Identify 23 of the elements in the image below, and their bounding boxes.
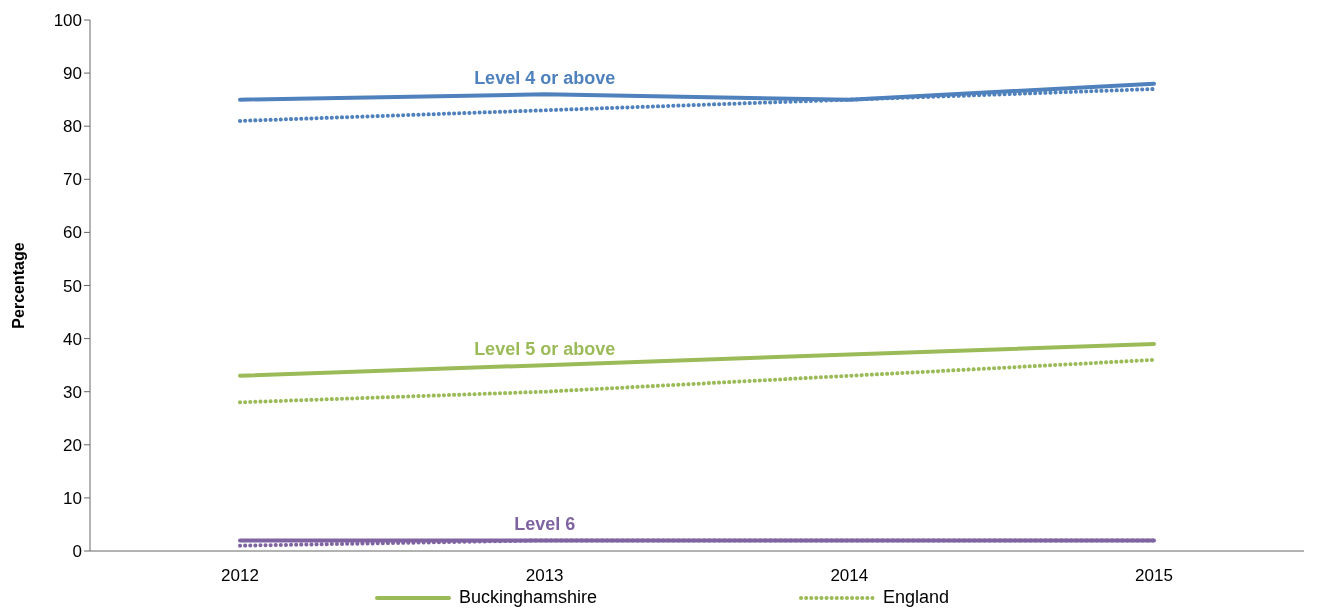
x-tick-label: 2015: [1135, 566, 1173, 586]
y-tick-label: 90: [63, 64, 82, 84]
y-tick-label: 10: [63, 488, 82, 508]
annotation: Level 6: [514, 514, 576, 535]
y-tick-label: 30: [63, 382, 82, 402]
y-tick-label: 60: [63, 223, 82, 243]
line-series: [238, 357, 1156, 405]
line-series: [238, 341, 1156, 378]
y-axis-title: Percentage: [9, 242, 27, 329]
y-tick-label: 100: [53, 11, 82, 31]
y-tick-label: 20: [63, 435, 82, 455]
x-tick-label: 2014: [830, 566, 869, 586]
y-tick-label: 80: [63, 117, 82, 137]
legend-label: Buckinghamshire: [458, 587, 597, 608]
legend-label: England: [883, 587, 950, 608]
y-tick-label: 70: [63, 170, 82, 190]
y-tick-label: 0: [72, 542, 82, 562]
x-tick-label: 2013: [525, 566, 564, 586]
y-tick-label: 50: [63, 276, 82, 296]
x-tick-label: 2012: [221, 566, 259, 586]
y-tick-label: 40: [63, 329, 82, 349]
annotation: Level 5 or above: [474, 339, 616, 360]
annotation: Level 4 or above: [474, 68, 616, 89]
